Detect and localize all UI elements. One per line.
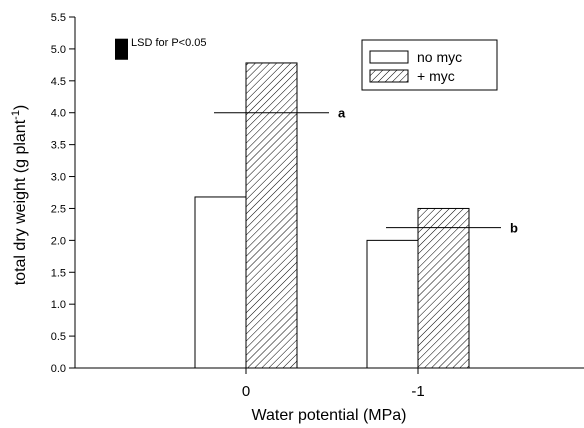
x-axis-ticks: 0 -1 bbox=[242, 368, 425, 400]
bar-myc-1 bbox=[417, 207, 470, 369]
significance-letter-b: b bbox=[510, 221, 518, 236]
x-axis-title: Water potential (MPa) bbox=[251, 407, 406, 424]
legend-label-no-myc: no myc bbox=[417, 49, 462, 65]
bar-myc-0 bbox=[245, 62, 298, 369]
bar-series bbox=[194, 62, 470, 369]
y-tick-label: 2.0 bbox=[51, 235, 66, 247]
y-tick-label: 3.5 bbox=[51, 140, 66, 152]
legend-label-myc: + myc bbox=[417, 68, 455, 84]
y-tick-label: 0.0 bbox=[51, 363, 66, 375]
bar-no-myc-0 bbox=[194, 196, 247, 369]
y-axis-ticks: 0.0 0.5 1.0 1.5 2.0 2.5 3.0 3.5 4.0 4.5 5.0 5.5 bbox=[51, 12, 75, 375]
y-tick-label: 3.0 bbox=[51, 172, 66, 184]
y-tick-label: 1.5 bbox=[51, 267, 66, 279]
y-tick-label: 0.5 bbox=[51, 331, 66, 343]
legend: no myc + myc bbox=[361, 39, 498, 91]
significance-letter-a: a bbox=[338, 106, 346, 121]
y-tick-label: 5.5 bbox=[51, 12, 66, 24]
lsd-bar bbox=[115, 38, 128, 60]
y-tick-label: 5.0 bbox=[51, 44, 66, 56]
y-tick-label: 1.0 bbox=[51, 299, 66, 311]
legend-swatch-no-myc bbox=[369, 50, 409, 64]
y-tick-label: 2.5 bbox=[51, 203, 66, 215]
x-tick-label: 0 bbox=[242, 383, 250, 400]
y-axis-title: total dry weight (g plant-1) bbox=[10, 105, 29, 286]
plot-frame bbox=[74, 17, 584, 369]
lsd-label: LSD for P<0.05 bbox=[131, 37, 207, 49]
lsd-indicator: LSD for P<0.05 bbox=[115, 37, 207, 60]
y-tick-label: 4.0 bbox=[51, 108, 66, 120]
legend-swatch-myc bbox=[369, 69, 409, 83]
x-tick-label: -1 bbox=[411, 383, 424, 400]
significance-annotations: ab bbox=[214, 106, 518, 236]
y-tick-label: 4.5 bbox=[51, 76, 66, 88]
bar-no-myc-1 bbox=[366, 239, 419, 369]
